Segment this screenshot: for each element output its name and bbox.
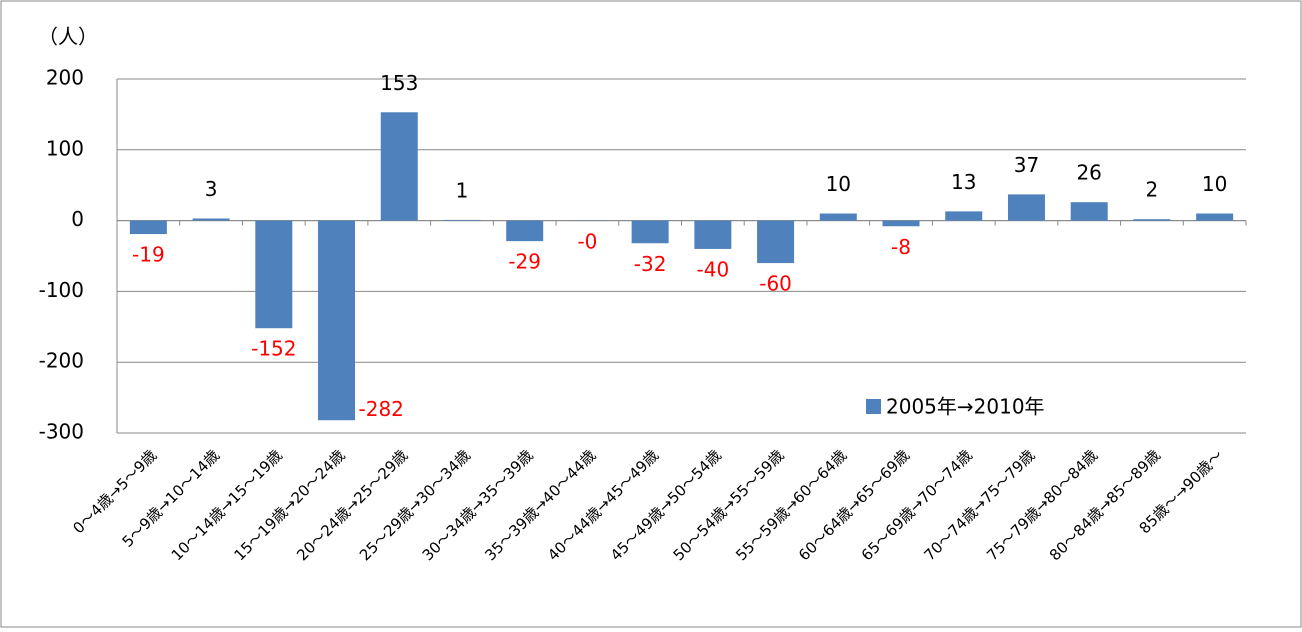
legend-label: 2005年→2010年 (886, 395, 1045, 419)
bar (193, 218, 230, 220)
bar (318, 221, 355, 421)
data-label: 10 (826, 172, 851, 196)
y-tick-label: -200 (39, 349, 84, 373)
bar (883, 221, 920, 227)
bar (130, 221, 167, 234)
data-label: -0 (577, 229, 597, 253)
data-label: 3 (205, 177, 218, 201)
data-label: -29 (508, 250, 541, 274)
data-label: 13 (951, 170, 976, 194)
y-tick-label: -100 (39, 278, 84, 302)
y-tick-label: 0 (71, 207, 84, 231)
data-label: 153 (380, 71, 418, 95)
bar (381, 112, 418, 220)
bar (1133, 219, 1170, 220)
data-label: -60 (759, 272, 792, 296)
bar (1008, 194, 1045, 220)
y-axis-label: （人） (38, 25, 98, 49)
bar (1071, 202, 1108, 220)
data-label: 37 (1014, 153, 1039, 177)
data-label: -152 (251, 337, 296, 361)
data-label: 26 (1076, 161, 1101, 185)
y-tick-label: -300 (39, 420, 84, 444)
data-label: -40 (697, 257, 730, 281)
bar (632, 221, 669, 244)
y-tick-label: 200 (46, 66, 84, 90)
y-tick-label: 100 (46, 136, 84, 160)
bar (757, 221, 794, 263)
bar (1196, 214, 1233, 221)
bar (694, 221, 731, 249)
data-label: -8 (891, 235, 911, 259)
bar (255, 221, 292, 329)
data-label: 10 (1202, 172, 1227, 196)
legend-swatch (866, 399, 881, 414)
data-label: -282 (359, 397, 404, 421)
bar (443, 220, 480, 221)
data-label: 1 (456, 178, 469, 202)
bar (820, 214, 857, 221)
bar (506, 221, 543, 242)
data-label: -32 (634, 252, 667, 276)
bar (945, 211, 982, 220)
data-label: -19 (132, 243, 165, 267)
data-label: 2 (1146, 178, 1159, 202)
